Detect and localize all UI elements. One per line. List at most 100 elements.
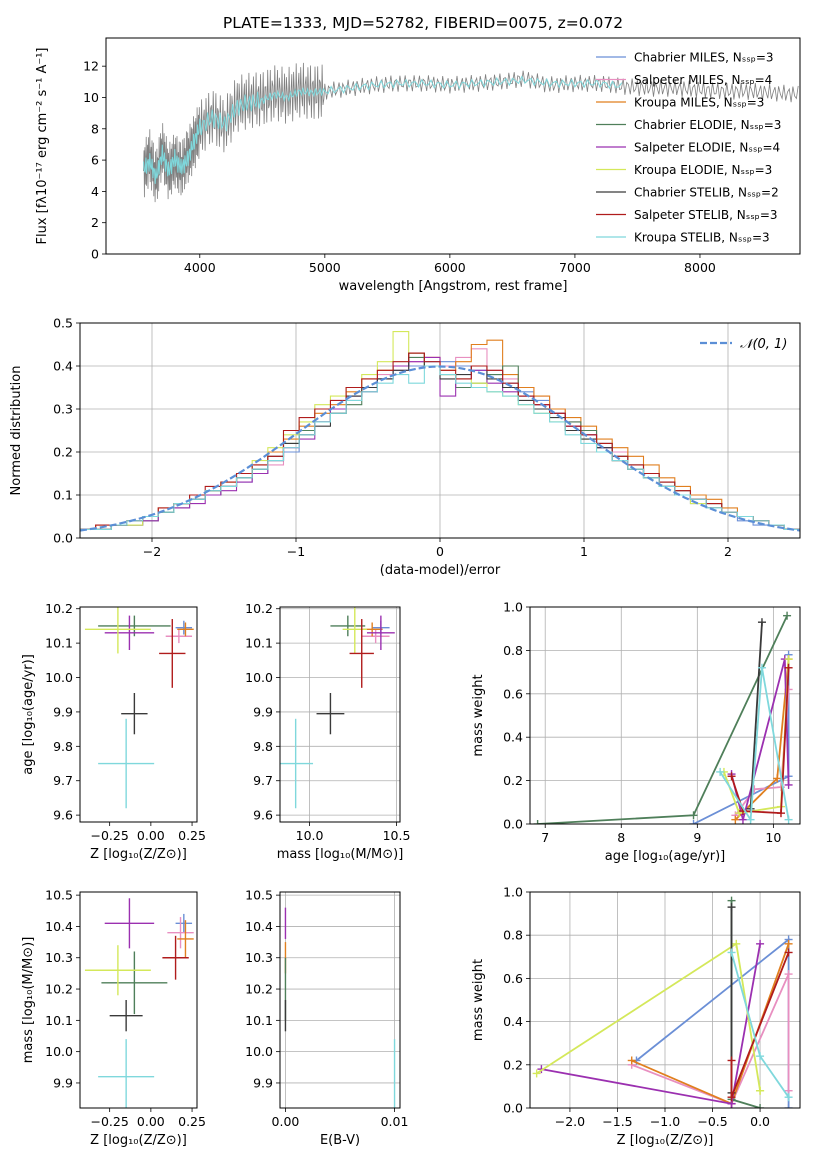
plot-area [80,331,800,532]
x-tick-label: 7 [541,830,549,845]
x-tick-label: −2.0 [555,1114,585,1129]
x-tick-label: −1.5 [602,1114,632,1129]
legend-label: Salpeter MILES, Nₛₛₚ=4 [634,73,772,87]
x-tick-label: 2 [724,544,732,559]
y-tick-label: 4 [91,184,99,199]
legend-label: Kroupa STELIB, Nₛₛₚ=3 [634,231,770,245]
y-tick-label: 1.0 [503,600,523,615]
x-tick-label: −0.5 [697,1114,727,1129]
legend-label: Salpeter ELODIE, Nₛₛₚ=4 [634,141,780,155]
y-tick-label: 8 [91,121,99,136]
x-tick-label: 0.00 [137,1114,165,1129]
x-axis-label: Z [log₁₀(Z/Z⊙)] [617,1133,714,1148]
weight-series-line [541,943,761,1105]
y-tick-label: 9.6 [253,808,273,823]
x-tick-label: 1 [580,544,588,559]
y-tick-label: 9.7 [53,773,73,788]
spectrum-model-line [143,75,623,184]
legend-label: Salpeter STELIB, Nₛₛₚ=3 [634,208,778,222]
x-tick-label: 0.25 [178,1114,206,1129]
x-tick-label: 4000 [184,260,216,275]
x-tick-label: −2 [143,544,161,559]
y-tick-label: 10.1 [245,636,273,651]
y-axis-label: mass weight [471,674,486,756]
y-tick-label: 0.2 [53,445,73,460]
y-tick-label: 9.9 [53,1075,73,1090]
y-tick-label: 10.4 [245,919,273,934]
chart-spectrum: 4000 5000 6000 7000 8000 0 2 4 6 8 10 12 wavelength … [35,14,801,294]
y-tick-label: 10.0 [45,670,73,685]
x-axis-label: E(B-V) [320,1133,360,1148]
histogram-series [80,365,800,530]
plot-area [284,907,396,1108]
y-tick-label: 10.2 [245,601,273,616]
weight-series-line [719,667,790,823]
weight-series-line [730,667,790,815]
x-tick-label: 0.00 [272,1114,300,1129]
y-tick-label: 10.1 [45,1013,73,1028]
y-tick-label: 10.2 [245,982,273,997]
legend-label: Chabrier MILES, Nₛₛₚ=3 [634,51,774,65]
y-tick-label: 0.4 [53,359,73,374]
y-tick-label: 0.8 [503,928,523,943]
y-tick-label: 12 [83,59,99,74]
legend-label: Chabrier ELODIE, Nₛₛₚ=3 [634,118,781,132]
y-tick-label: 10.5 [45,888,73,903]
y-tick-label: 0.0 [53,531,73,546]
axes-frame [79,322,801,539]
x-axis-label: (data-model)/error [380,563,501,578]
y-tick-label: 10.0 [245,670,273,685]
y-tick-label: 0 [91,247,99,262]
chart-massweight_vs_age: 7 8 9 10 0.0 0.2 0.4 0.6 0.8 1.0 age [log₁₀(age/yr… [471,600,801,864]
x-axis-label: mass [log₁₀(M/M⊙)] [277,847,404,862]
x-tick-label: 0 [436,544,444,559]
x-tick-label: 10 [765,830,781,845]
x-tick-label: 8000 [684,260,716,275]
y-tick-label: 9.6 [53,808,73,823]
x-tick-label: −1.0 [650,1114,680,1129]
weight-series-line [631,973,790,1105]
y-tick-label: 9.9 [53,704,73,719]
spectrum-data-line [143,62,799,203]
y-tick-label: 10.3 [45,950,73,965]
x-tick-label: 6000 [434,260,466,275]
axes-frame [529,891,801,1109]
y-tick-label: 0.8 [503,643,523,658]
chart-mass_vs_Z: −0.25 0.00 0.25 9.9 10.0 10.1 10.2 10.3 10.4 10.5… [21,888,206,1148]
gaussian-curve [80,365,800,532]
weight-series-line [631,943,790,1105]
axes-frame [529,606,801,825]
x-tick-label: −0.25 [91,828,129,843]
y-tick-label: 9.8 [253,739,273,754]
y-tick-label: 0.6 [503,686,523,701]
chart-age_vs_mass: 10.0 10.5 9.6 9.7 9.8 9.9 10.0 10.1 10.2 mass [lo… [245,601,410,862]
y-tick-label: 9.9 [253,704,273,719]
x-tick-label: 7000 [559,260,591,275]
y-tick-label: 0.5 [53,316,73,331]
chart-residuals: −2 −1 0 1 2 0.0 0.1 0.2 0.3 0.4 0.5 (data-model)/er… [9,316,801,578]
y-tick-label: 10 [83,90,99,105]
y-tick-label: 0.2 [503,1057,523,1072]
y-tick-label: 10.2 [45,982,73,997]
y-tick-label: 0.3 [53,402,73,417]
y-tick-label: 10.5 [245,888,273,903]
x-tick-label: 0.01 [381,1114,409,1129]
y-tick-label: 9.8 [53,739,73,754]
y-tick-label: 10.1 [45,636,73,651]
y-tick-label: 9.9 [253,1075,273,1090]
y-tick-label: 0.2 [503,773,523,788]
chart-title: PLATE=1333, MJD=52782, FIBERID=0075, z=0… [223,14,623,32]
y-tick-label: 0.0 [503,1101,523,1116]
x-axis-label: Z [log₁₀(Z/Z⊙)] [90,1133,187,1148]
weight-series-line [734,659,790,821]
axes-frame [279,891,401,1109]
y-tick-label: 10.0 [45,1044,73,1059]
legend: Chabrier MILES, Nₛₛₚ=3 Salpeter MILES, Nₛ… [596,51,781,245]
y-tick-label: 2 [91,215,99,230]
y-tick-label: 6 [91,153,99,168]
axes-frame [79,606,198,823]
axes-frame [79,891,198,1109]
legend-label: 𝒩(0, 1) [740,337,787,352]
axes-frame [279,606,401,823]
